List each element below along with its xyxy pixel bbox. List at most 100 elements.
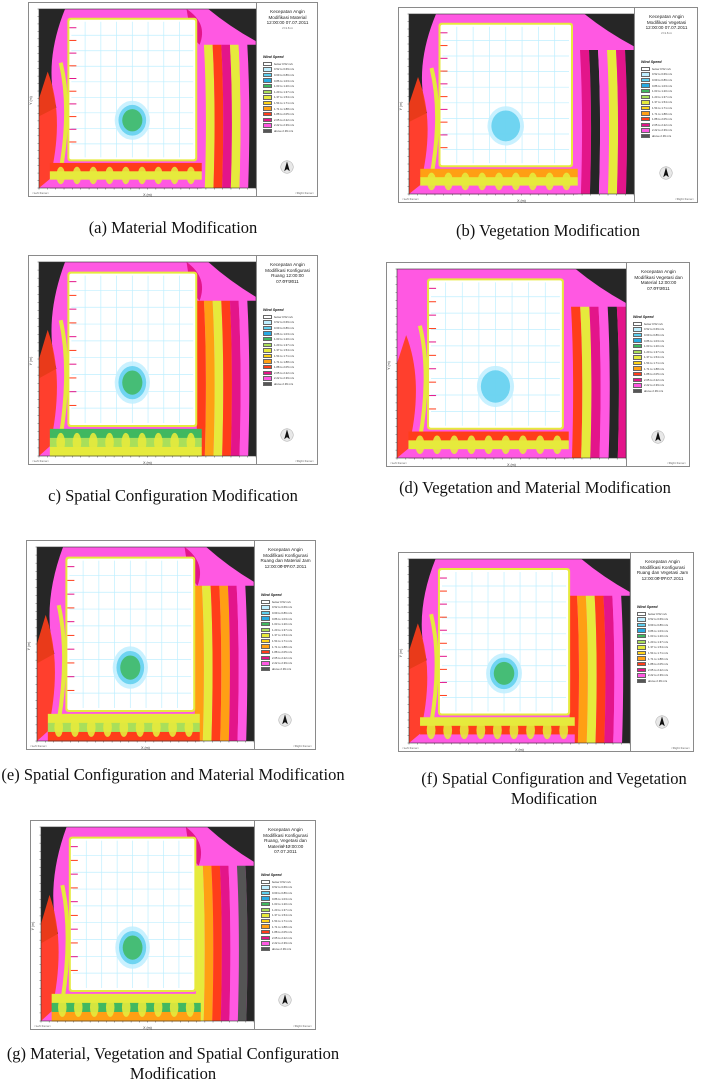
legend-swatch [637, 633, 646, 639]
wind-cell [492, 721, 502, 740]
wind-cell [526, 721, 535, 740]
legend-label: above 2.39 m/s [652, 133, 672, 138]
legend-item: 1.54 to 1.71 m/s [263, 100, 294, 106]
wind-cell [443, 721, 453, 740]
legend-title: Wind Speed [633, 315, 654, 319]
wind-streak [616, 50, 628, 194]
legend-item: 1.88 to 2.05 m/s [261, 929, 292, 935]
legend-item: 1.03 to 1.20 m/s [261, 901, 292, 907]
footer-left: <Left frame> [402, 197, 420, 201]
legend-swatch [641, 88, 650, 94]
wind-streak [607, 306, 619, 458]
wind-streak [247, 300, 258, 456]
legend-swatch [261, 935, 270, 940]
legend-swatch [263, 364, 272, 370]
legend-label: 1.20 to 1.37 m/s [648, 639, 669, 644]
legend-item: 1.37 to 1.54 m/s [637, 645, 668, 651]
legend-swatch [263, 320, 272, 325]
wind-cell [545, 172, 555, 191]
y-axis-label: Y (m) [399, 102, 403, 111]
legend-label: 1.88 to 2.05 m/s [644, 372, 665, 377]
legend-item: 0.52 to 0.69 m/s [261, 605, 292, 611]
wind-cell [152, 717, 161, 737]
wind-cell [105, 997, 115, 1017]
wind-streak [236, 585, 248, 741]
legend-sidebar: Kecepatan Angin Modifikasi Vegetasi 12:0… [634, 8, 697, 202]
y-axis-label: Y (m) [29, 96, 33, 105]
legend-item: above 2.39 m/s [641, 133, 672, 139]
wind-cell [432, 435, 442, 455]
legend-swatch [261, 907, 270, 912]
legend-label: above 2.39 m/s [272, 666, 292, 671]
legend-item: 1.71 to 1.88 m/s [637, 656, 668, 662]
wind-streak [247, 44, 258, 188]
footer-right: <Right frame> [292, 744, 312, 748]
wind-cell [476, 721, 486, 740]
legend-item: 2.05 to 2.22 m/s [261, 935, 292, 941]
wind-zone-pink [397, 269, 420, 364]
legend-item: 1.37 to 1.54 m/s [641, 100, 672, 106]
legend-swatch [263, 381, 272, 387]
wind-cell [559, 721, 569, 740]
y-axis-label: Y (m) [387, 361, 391, 370]
footer-left: <Left frame> [390, 461, 408, 465]
legend-item: 1.03 to 1.20 m/s [261, 621, 292, 627]
legend-label: 1.37 to 1.54 m/s [648, 645, 669, 650]
legend-item: above 2.39 m/s [633, 388, 664, 394]
wind-streak [598, 50, 610, 194]
legend-swatch [633, 388, 642, 394]
wind-streak [561, 306, 574, 458]
panel-title: Kecepatan Angin Modifikasi Konfigurasi R… [263, 827, 308, 855]
figure-panel-e: Y (m) X (m) <Left frame> Kecepatan Angin Mo… [26, 540, 316, 750]
legend-item: 1.03 to 1.20 m/s [641, 88, 672, 94]
legend-label: 1.03 to 1.20 m/s [272, 902, 293, 907]
legend-label: 1.88 to 2.05 m/s [274, 112, 295, 117]
wind-cell [484, 435, 494, 455]
legend-item: 0.69 to 0.86 m/s [633, 332, 664, 338]
legend-swatch [263, 128, 272, 134]
legend-swatch [261, 661, 270, 666]
legend-label: 1.71 to 1.88 m/s [648, 656, 669, 661]
wind-streak [212, 300, 224, 456]
wind-cell [443, 172, 453, 191]
legend-label: 0.52 to 0.69 m/s [274, 320, 295, 325]
north-arrow-icon [659, 166, 673, 180]
legend-label: 0.69 to 0.86 m/s [648, 622, 669, 627]
wind-cell [170, 166, 179, 185]
legend-swatch [637, 667, 646, 672]
legend-label: 2.05 to 2.22 m/s [652, 122, 673, 127]
legend-swatch [641, 128, 650, 133]
legend-swatch [263, 61, 272, 66]
legend-swatch [633, 377, 642, 382]
figure-caption: (g) Material, Vegetation and Spatial Con… [6, 1044, 340, 1083]
wind-zone-yellow [429, 613, 439, 725]
legend-swatch [637, 611, 646, 616]
x-axis-label: X (m) [143, 1026, 152, 1030]
wind-zone-red [41, 894, 59, 1021]
wind-cell [511, 172, 521, 191]
y-axis-label: Y (m) [31, 922, 35, 931]
legend-label: 0.86 to 1.03 m/s [274, 78, 295, 83]
wind-cell [86, 717, 96, 737]
legend-label: 1.37 to 1.54 m/s [272, 913, 293, 918]
legend-item: below 0.52 m/s [261, 879, 292, 885]
legend-item: 1.37 to 1.54 m/s [261, 633, 292, 639]
wind-zone-calm [493, 661, 515, 685]
wind-streak [211, 865, 222, 1021]
wind-speed-map: Y (m) X (m) [27, 546, 256, 750]
legend-label: 1.03 to 1.20 m/s [644, 344, 665, 349]
legend-label: 0.69 to 0.86 m/s [644, 332, 665, 337]
x-axis-label: X (m) [143, 193, 152, 197]
wind-cell [449, 435, 459, 455]
legend-item: 2.22 to 2.39 m/s [261, 941, 292, 947]
wind-cell [119, 717, 129, 737]
footer-left: <Left frame> [402, 746, 420, 750]
legend-label: 2.22 to 2.39 m/s [652, 128, 673, 133]
legend-swatch [261, 616, 270, 621]
wind-streak [219, 585, 230, 741]
legend-item: 0.86 to 1.03 m/s [633, 338, 664, 344]
legend-swatch [637, 661, 646, 667]
legend-item: 0.52 to 0.69 m/s [637, 617, 668, 623]
footer-right: <Right frame> [666, 461, 686, 465]
wind-zone-yellow [417, 325, 428, 440]
